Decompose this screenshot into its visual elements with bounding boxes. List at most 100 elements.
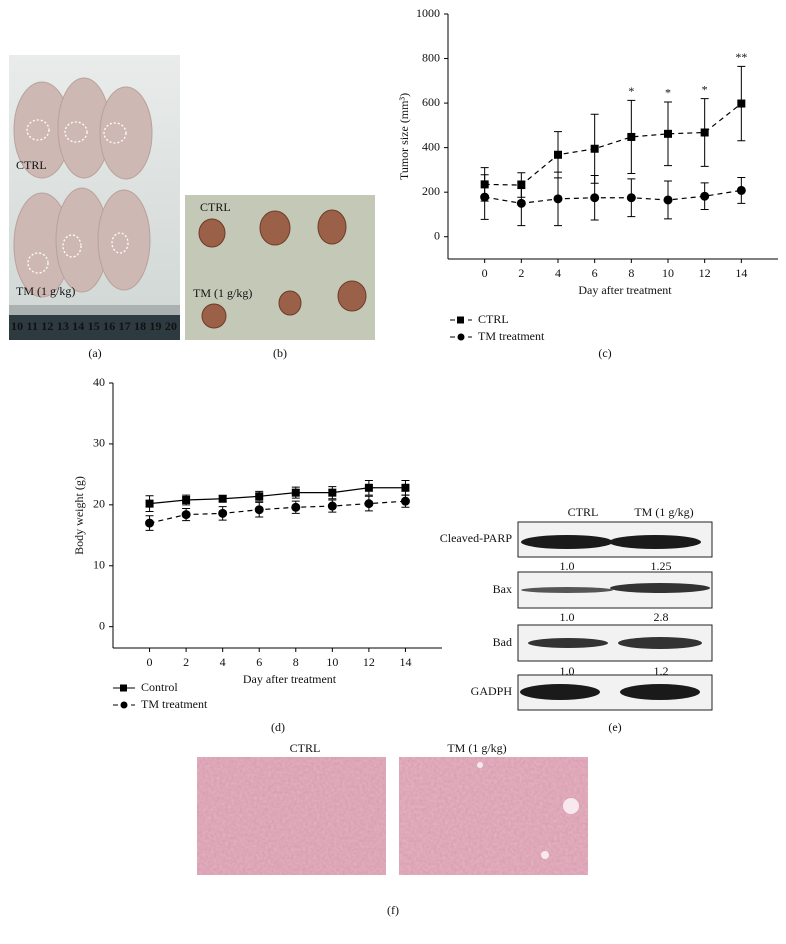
blot-column: TM (1 g/kg): [634, 505, 693, 519]
blot-ratio: 1.25: [651, 559, 672, 573]
marker: [327, 501, 337, 511]
legend-label: TM treatment: [478, 329, 545, 343]
panel-label: (f): [387, 903, 399, 917]
marker: [736, 185, 746, 195]
marker: [218, 508, 228, 518]
histology: [197, 757, 588, 875]
y-tick-label: 400: [422, 139, 440, 153]
y-axis-label: Body weight (g): [72, 476, 86, 555]
marker: [553, 194, 563, 204]
x-tick-label: 4: [555, 266, 561, 280]
x-axis-label: Day after treatment: [578, 283, 672, 297]
annotation: *: [628, 84, 634, 98]
y-tick-label: 1000: [416, 6, 440, 20]
legend-label: TM treatment: [141, 697, 208, 711]
marker: [254, 505, 264, 515]
marker: [364, 499, 374, 509]
marker: [218, 494, 227, 503]
photo-label: CTRL: [16, 158, 47, 172]
photo-label: TM (1 g/kg): [16, 284, 75, 298]
marker: [590, 144, 599, 153]
y-tick-label: 600: [422, 95, 440, 109]
x-tick-label: 6: [256, 655, 262, 669]
western-blot: [517, 521, 713, 711]
y-tick-label: 10: [93, 558, 105, 572]
series-line: [484, 103, 742, 186]
marker: [291, 488, 300, 497]
blot-ratio: 2.8: [654, 610, 669, 624]
x-tick-label: 12: [699, 266, 711, 280]
x-tick-label: 12: [363, 655, 375, 669]
legend-marker: [120, 701, 128, 709]
marker: [516, 198, 526, 208]
photo-label: TM (1 g/kg): [193, 286, 252, 300]
ruler-text: 10 11 12 13 14 15 16 17 18 19 20: [11, 319, 177, 333]
photo-label: CTRL: [200, 200, 231, 214]
blot-row-label: Bax: [493, 582, 512, 596]
marker: [291, 502, 301, 512]
y-axis-label: Tumor size (mm³): [397, 93, 411, 180]
x-tick-label: 0: [482, 266, 488, 280]
x-tick-label: 8: [628, 266, 634, 280]
marker: [400, 496, 410, 506]
x-tick-label: 4: [220, 655, 226, 669]
y-tick-label: 200: [422, 184, 440, 198]
y-tick-label: 800: [422, 50, 440, 64]
histology-label: CTRL: [290, 741, 321, 755]
marker: [364, 483, 373, 492]
blot-row-label: Cleaved-PARP: [440, 531, 513, 545]
marker: [255, 492, 264, 501]
blot-ratio: 1.0: [560, 664, 575, 678]
marker: [401, 483, 410, 492]
marker: [145, 518, 155, 528]
panel-label: (c): [598, 346, 611, 360]
blot-ratio: 1.0: [560, 610, 575, 624]
photo-mice: [9, 55, 180, 340]
marker: [181, 510, 191, 520]
blot-row-label: GADPH: [471, 684, 513, 698]
panel-label: (b): [273, 346, 287, 360]
x-tick-label: 14: [399, 655, 411, 669]
legend-marker: [120, 684, 127, 692]
series-line: [149, 500, 406, 524]
y-tick-label: 0: [99, 618, 105, 632]
marker: [480, 192, 490, 202]
series-line: [149, 487, 406, 505]
x-tick-label: 0: [147, 655, 153, 669]
panel-label: (e): [608, 720, 621, 734]
marker: [328, 488, 337, 497]
y-tick-label: 40: [93, 375, 105, 389]
series-line: [484, 189, 742, 204]
x-tick-label: 2: [518, 266, 524, 280]
marker: [626, 193, 636, 203]
y-tick-label: 30: [93, 436, 105, 450]
histology-label: TM (1 g/kg): [447, 741, 506, 755]
x-tick-label: 6: [592, 266, 598, 280]
legend-label: Control: [141, 680, 178, 694]
marker: [700, 191, 710, 201]
marker: [700, 128, 709, 137]
x-tick-label: 2: [183, 655, 189, 669]
marker: [145, 499, 154, 508]
y-tick-label: 0: [434, 228, 440, 242]
x-axis-label: Day after treatment: [243, 672, 337, 686]
legend-label: CTRL: [478, 312, 509, 326]
marker: [737, 99, 746, 108]
y-tick-label: 20: [93, 497, 105, 511]
marker: [554, 150, 562, 159]
blot-row-label: Bad: [493, 635, 512, 649]
marker: [182, 495, 191, 504]
panel-label: (a): [88, 346, 101, 360]
marker: [663, 195, 673, 205]
annotation: *: [702, 82, 708, 96]
x-tick-label: 10: [662, 266, 674, 280]
marker: [664, 129, 672, 138]
marker: [627, 132, 636, 141]
legend-marker: [457, 316, 464, 324]
annotation: **: [735, 50, 747, 64]
blot-ratio: 1.0: [560, 559, 575, 573]
x-tick-label: 8: [293, 655, 299, 669]
panel-label: (d): [271, 720, 285, 734]
blot-ratio: 1.2: [654, 664, 669, 678]
